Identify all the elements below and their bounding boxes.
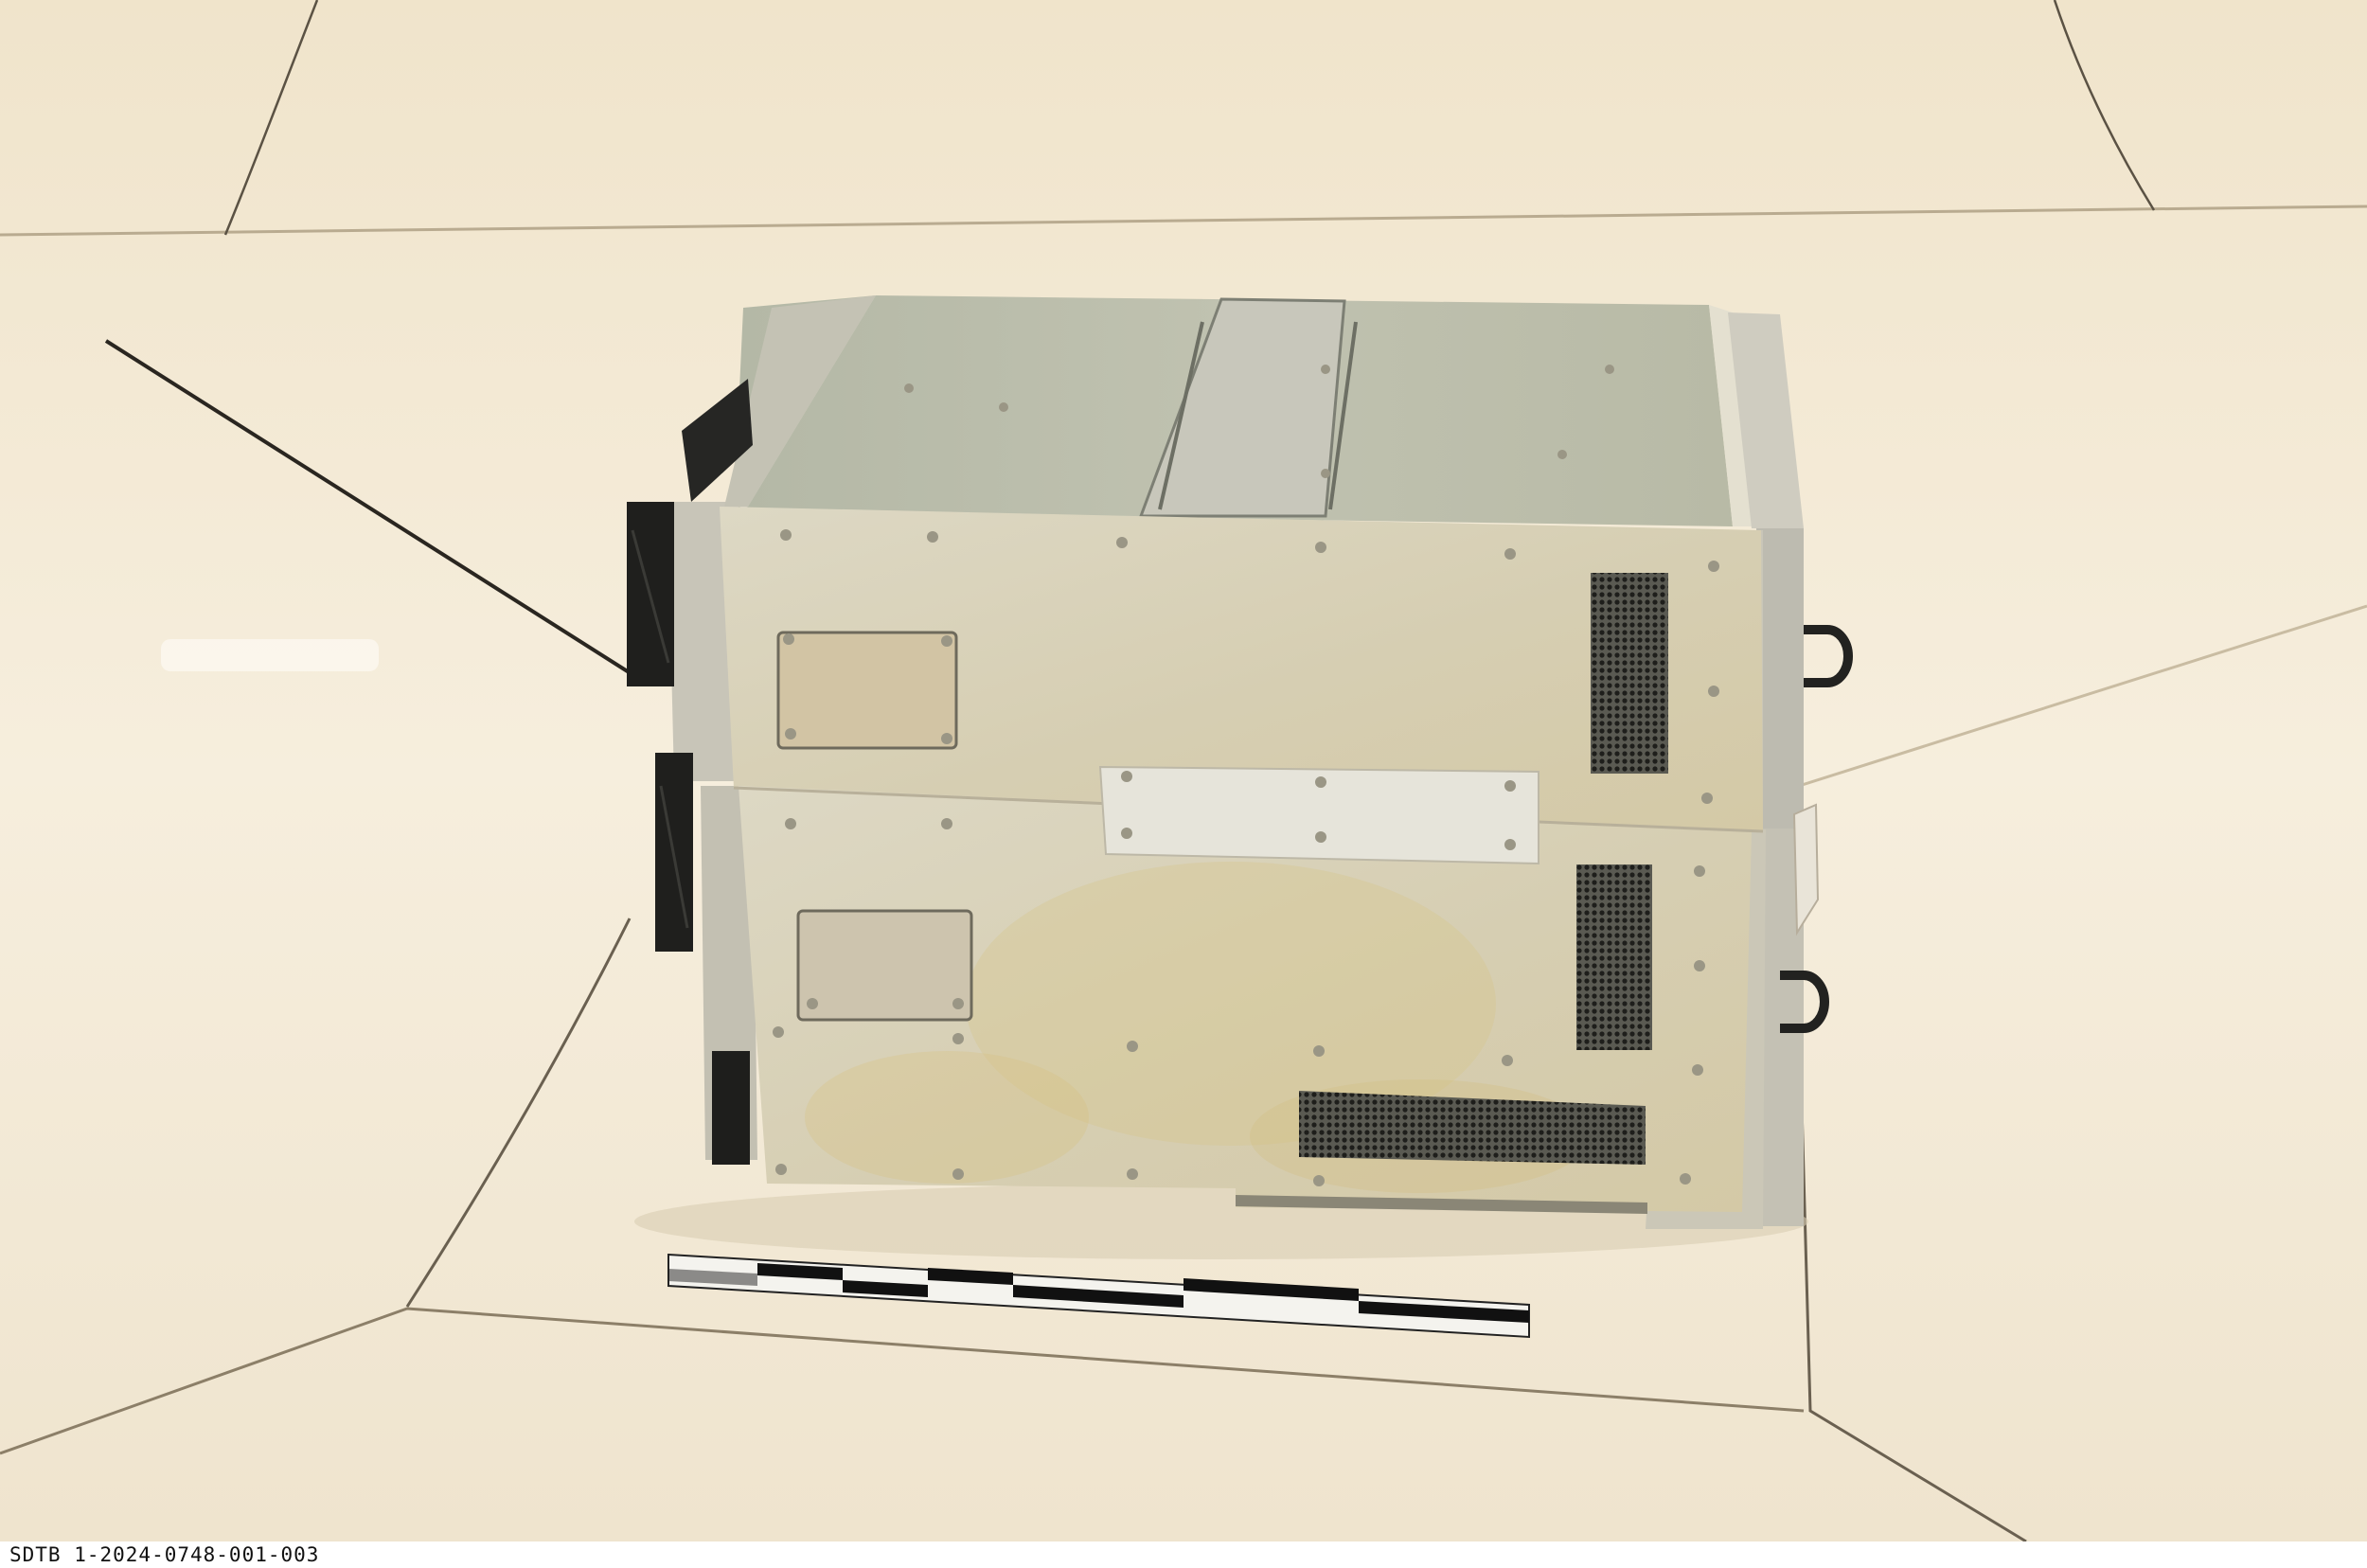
backdrop-seam <box>0 205 2367 237</box>
vent-bottom <box>1299 1091 1646 1165</box>
fan-upper-b <box>682 379 753 502</box>
backdrop-curve-right <box>2053 0 2156 211</box>
fan-lower <box>655 753 693 952</box>
fan-upper-a <box>627 502 674 686</box>
vent-upper <box>1591 573 1668 774</box>
backdrop-curve-left <box>223 0 319 236</box>
top-strap-edge-b <box>1328 321 1358 510</box>
handle-lower <box>1780 971 1829 1033</box>
plate-upper <box>776 631 958 750</box>
side-panel-upper <box>720 507 1763 831</box>
light-reflection <box>161 639 379 671</box>
top-strap-edge-a <box>1158 321 1204 510</box>
fan-bottom <box>712 1051 750 1165</box>
plate-middle <box>1098 765 1539 865</box>
rear-flange-upper <box>1756 528 1804 831</box>
tint-patch-b <box>805 1051 1089 1184</box>
floor-line-bottom <box>0 1307 1805 1455</box>
rear-flange-top <box>1728 312 1804 528</box>
plate-lower <box>796 909 973 1022</box>
scale-bar <box>667 1253 1530 1339</box>
paper-tag <box>1792 803 1820 936</box>
top-right-rim <box>1709 305 1752 526</box>
handle-upper <box>1804 625 1853 687</box>
left-frame-upper <box>667 502 739 781</box>
caption-bar: SDTB 1-2024-0748-001-003 <box>0 1541 2367 1568</box>
floor-line-left <box>104 339 646 684</box>
vent-middle <box>1576 864 1652 1050</box>
floor-line-right <box>1798 604 2367 788</box>
image-caption: SDTB 1-2024-0748-001-003 <box>9 1543 320 1566</box>
left-rail <box>724 295 876 507</box>
screws <box>773 365 1719 1186</box>
top-strap <box>1138 297 1346 518</box>
bottom-lip <box>1236 1195 1647 1214</box>
floor-line-lower-left <box>405 918 632 1308</box>
tint-patch-a <box>966 862 1496 1146</box>
